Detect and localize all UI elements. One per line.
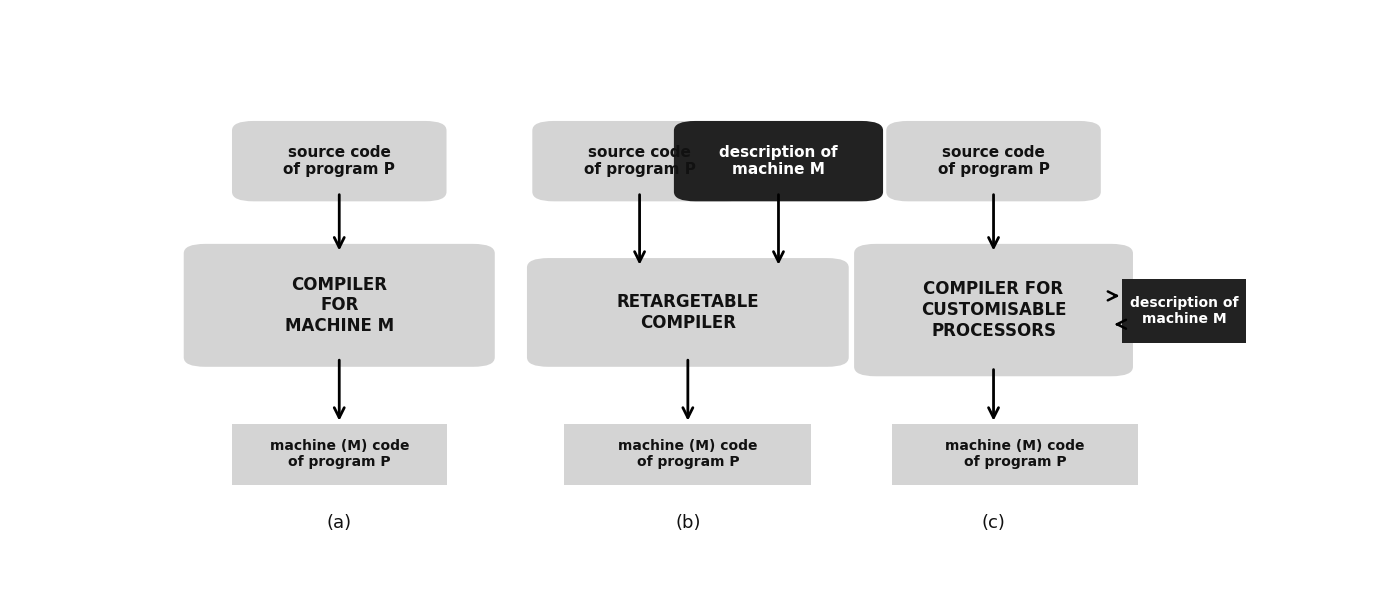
- Text: source code
of program P: source code of program P: [284, 145, 396, 177]
- Text: (a): (a): [327, 514, 352, 532]
- Text: machine (M) code
of program P: machine (M) code of program P: [270, 439, 410, 469]
- FancyBboxPatch shape: [533, 121, 747, 201]
- FancyBboxPatch shape: [233, 121, 447, 201]
- FancyBboxPatch shape: [233, 424, 447, 485]
- Text: machine (M) code
of program P: machine (M) code of program P: [945, 439, 1085, 469]
- Text: description of
machine M: description of machine M: [720, 145, 837, 177]
- Text: source code
of program P: source code of program P: [937, 145, 1049, 177]
- FancyBboxPatch shape: [1122, 279, 1246, 343]
- Text: COMPILER
FOR
MACHINE M: COMPILER FOR MACHINE M: [285, 276, 394, 335]
- Text: machine (M) code
of program P: machine (M) code of program P: [619, 439, 757, 469]
- FancyBboxPatch shape: [565, 424, 811, 485]
- FancyBboxPatch shape: [886, 121, 1100, 201]
- Text: (c): (c): [981, 514, 1006, 532]
- Text: source code
of program P: source code of program P: [584, 145, 696, 177]
- FancyBboxPatch shape: [527, 258, 848, 367]
- FancyBboxPatch shape: [674, 121, 883, 201]
- Text: (b): (b): [675, 514, 700, 532]
- FancyBboxPatch shape: [184, 244, 495, 367]
- Text: description of
machine M: description of machine M: [1129, 296, 1239, 327]
- Text: COMPILER FOR
CUSTOMISABLE
PROCESSORS: COMPILER FOR CUSTOMISABLE PROCESSORS: [920, 280, 1066, 340]
- FancyBboxPatch shape: [854, 244, 1133, 376]
- Text: RETARGETABLE
COMPILER: RETARGETABLE COMPILER: [616, 293, 760, 332]
- FancyBboxPatch shape: [891, 424, 1139, 485]
